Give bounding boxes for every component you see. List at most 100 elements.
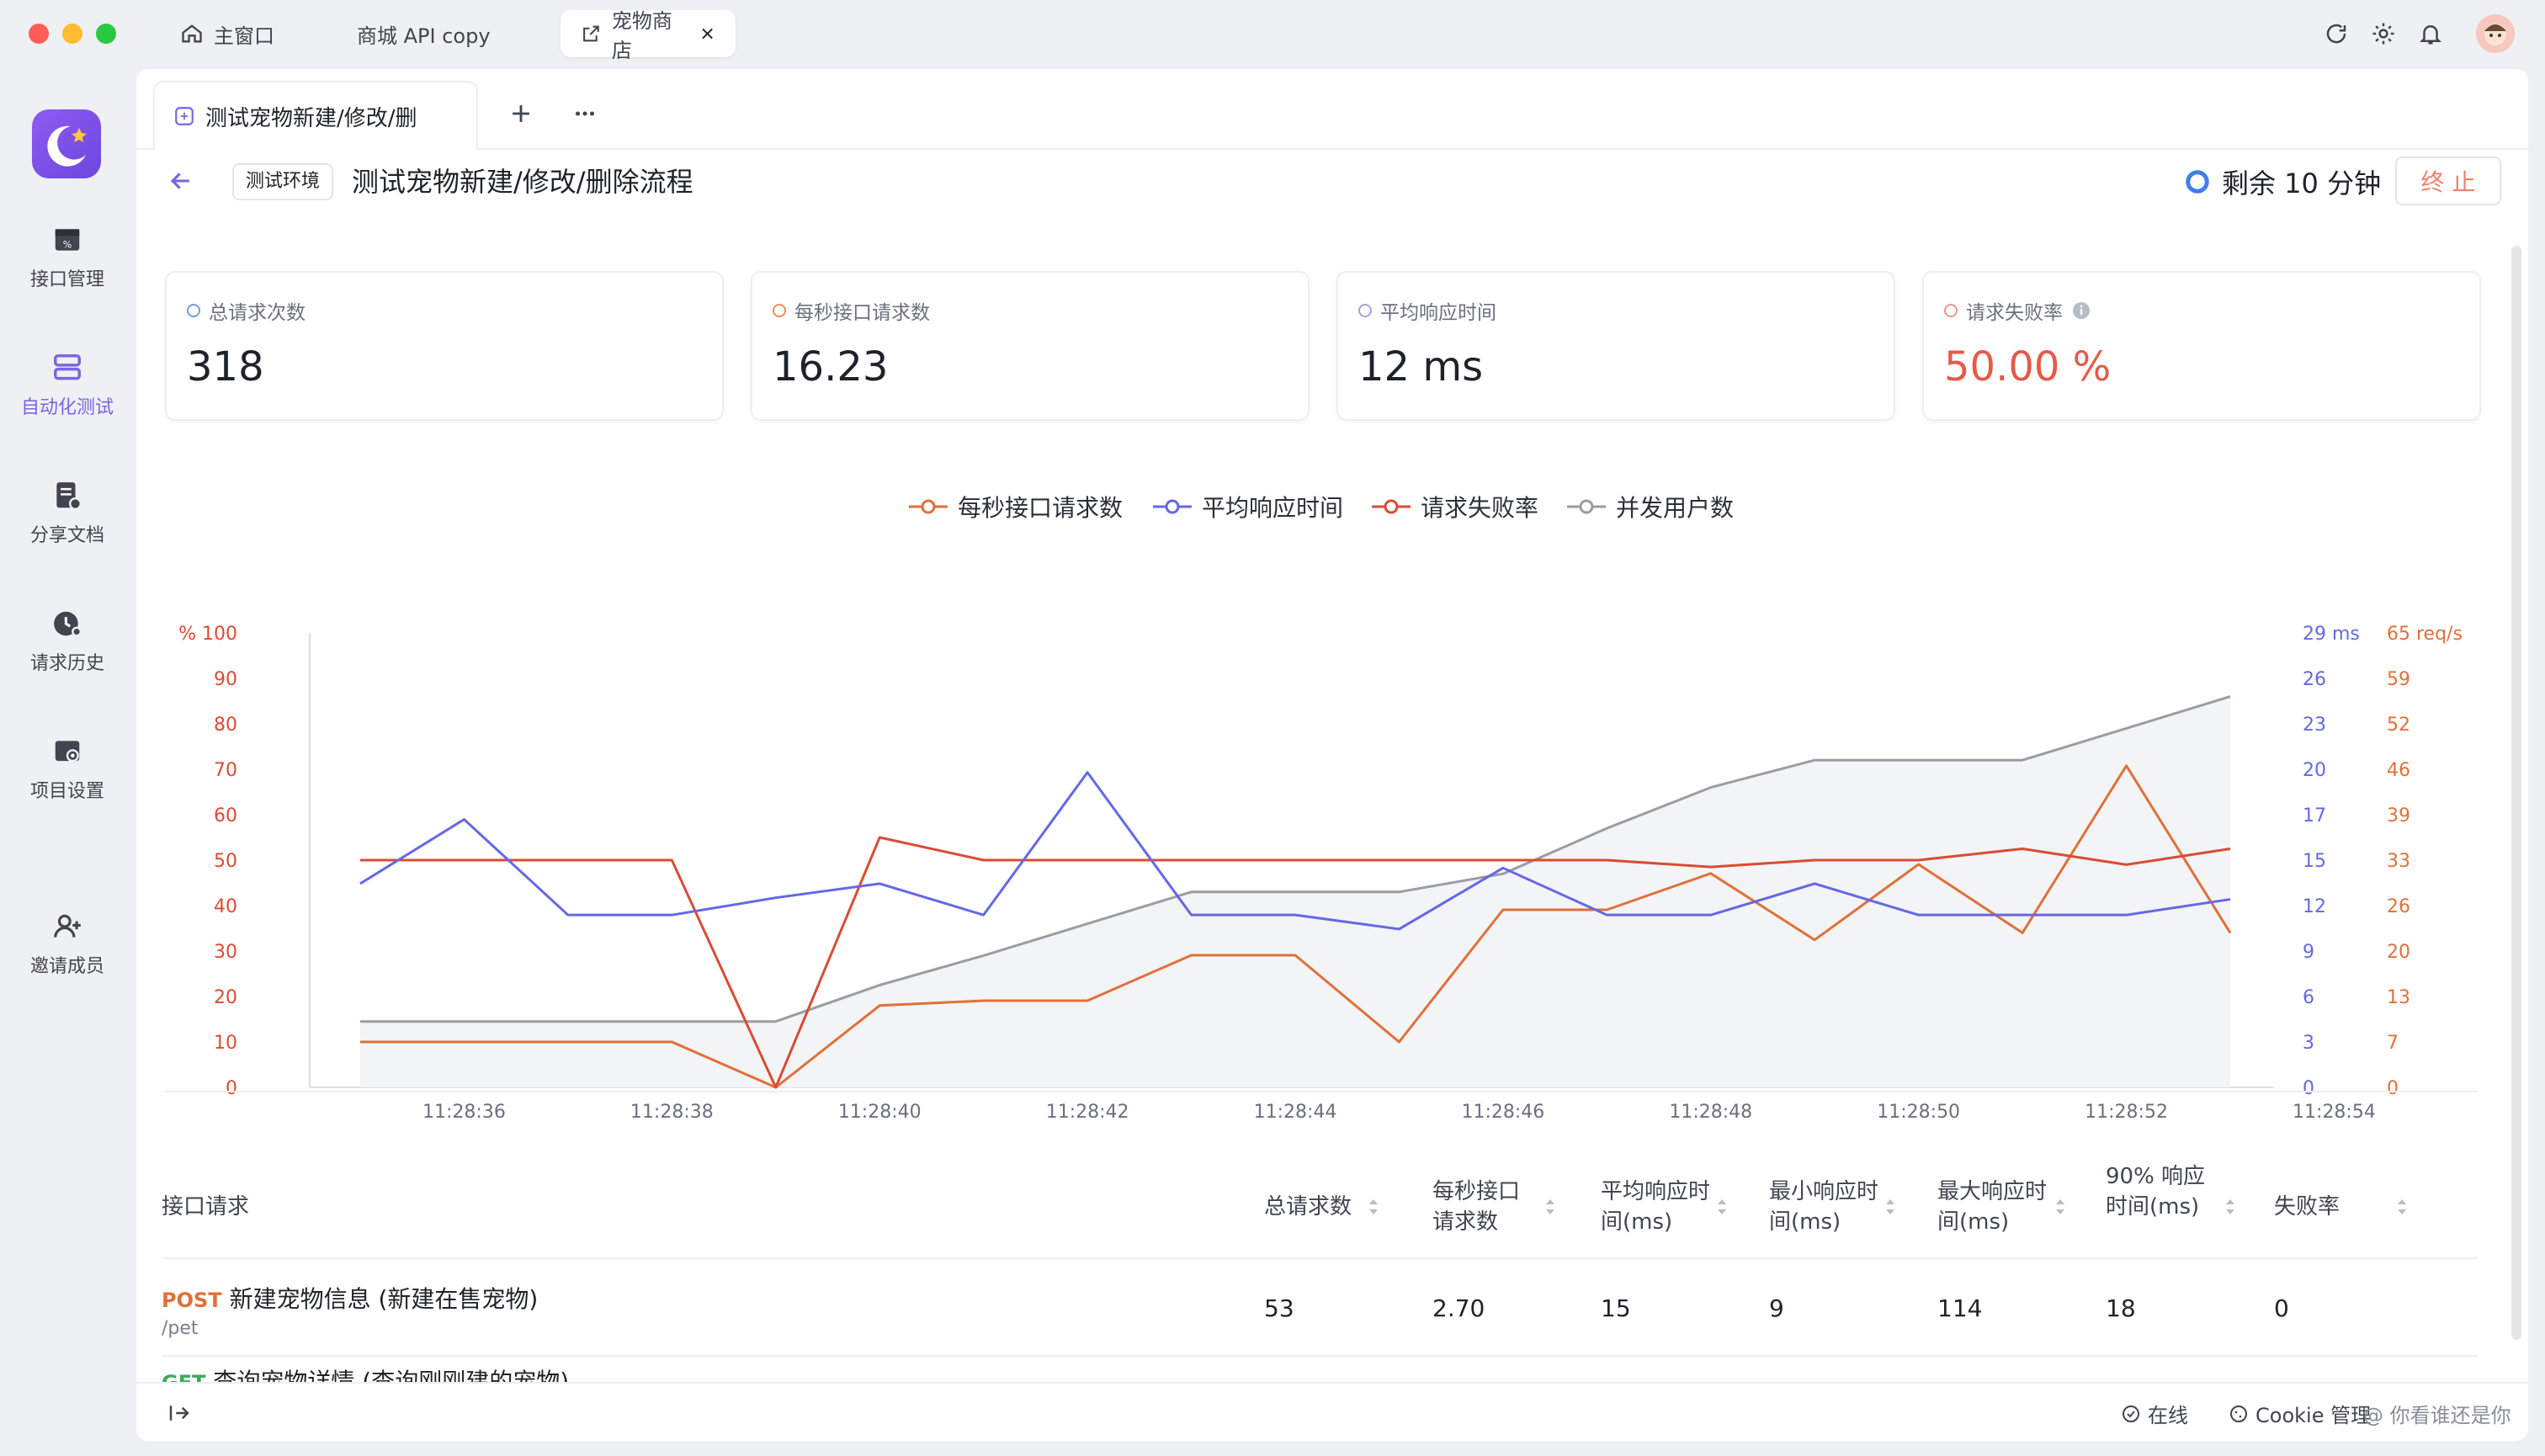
user-avatar[interactable] (2476, 14, 2515, 53)
stat-label: 平均响应时间 (1380, 302, 1496, 324)
series-line-1 (359, 771, 2231, 931)
stacked-layers-icon (54, 354, 81, 380)
cell-avg: 15 (1601, 1294, 1631, 1322)
sidebar-item-share-docs[interactable]: 分享文档 (0, 480, 135, 547)
column-header-max[interactable]: 最大响应时间(ms) (1937, 1179, 2048, 1235)
svg-text:%: % (63, 240, 72, 251)
y-tick-left: 90 (214, 669, 237, 690)
zoom-window-button[interactable] (96, 24, 116, 44)
online-status[interactable]: 在线 (2121, 1399, 2188, 1428)
window-tab-mall-api[interactable]: 商城 API copy (337, 10, 511, 57)
refresh-icon[interactable] (2321, 19, 2351, 49)
window-tab-home[interactable]: 主窗口 (160, 10, 295, 57)
column-header-api: 接口请求 (162, 1194, 250, 1220)
more-options-icon[interactable] (571, 99, 599, 128)
sidebar-item-invite-members[interactable]: 邀请成员 (0, 911, 135, 978)
x-tick: 11:28:36 (422, 1102, 506, 1123)
y-tick-right-ms: 23 (2303, 715, 2326, 736)
y-tick-right-req: 20 (2387, 942, 2410, 963)
column-header-avg[interactable]: 平均响应时间(ms) (1601, 1179, 1711, 1235)
legend-item-concurrent-users[interactable]: 并发用户数 (1567, 490, 1734, 523)
column-header-total[interactable]: 总请求数 (1264, 1194, 1352, 1220)
column-header-p90[interactable]: 90% 响应时间(ms) (2106, 1164, 2206, 1220)
legend-item-failure-rate[interactable]: 请求失败率 (1372, 490, 1538, 523)
stat-card-total-requests: 总请求次数 318 (165, 271, 724, 421)
y-tick-left: 30 (214, 942, 237, 963)
y-tick-right-ms: 0 (2303, 1078, 2314, 1099)
notification-bell-icon[interactable] (2415, 19, 2446, 49)
minimize-window-button[interactable] (62, 24, 82, 44)
home-icon (182, 24, 202, 43)
environment-badge[interactable]: 测试环境 (232, 163, 334, 200)
sort-caret-icon[interactable] (1884, 1195, 1897, 1219)
cookie-icon (2230, 1405, 2247, 1422)
info-icon[interactable] (2071, 300, 2091, 321)
add-tab-icon[interactable] (507, 99, 535, 128)
remaining-time-text: 剩余 10 分钟 (2222, 167, 2382, 199)
remaining-time: 剩余 10 分钟 (2185, 162, 2381, 202)
stat-card-failure-rate: 请求失败率 50.00 % (1922, 271, 2481, 421)
api-name-cell: POST 新建宠物信息 (新建在售宠物) (162, 1281, 538, 1315)
stat-label: 请求失败率 (1966, 302, 2063, 324)
x-tick: 11:28:48 (1669, 1102, 1752, 1123)
close-window-button[interactable] (29, 24, 49, 44)
sidebar-item-automation-test[interactable]: 自动化测试 (0, 352, 135, 419)
column-header-failure[interactable]: 失败率 (2274, 1194, 2340, 1220)
sidebar-item-project-settings[interactable]: 项目设置 (0, 736, 135, 803)
y-tick-right-ms: 12 (2303, 896, 2326, 917)
y-tick-left: 40 (214, 896, 237, 917)
y-tick-left: 20 (214, 987, 237, 1008)
stop-button[interactable]: 终 止 (2395, 157, 2501, 205)
app-logo (32, 109, 101, 178)
y-tick-right-req: 7 (2387, 1033, 2399, 1054)
table-row[interactable]: POST 新建宠物信息 (新建在售宠物) /pet 53 2.70 15 9 1… (162, 1261, 2478, 1357)
sort-caret-icon[interactable] (1543, 1195, 1557, 1219)
legend-item-avg-response[interactable]: 平均响应时间 (1153, 490, 1343, 523)
legend-label: 平均响应时间 (1202, 494, 1344, 522)
sidebar-item-label: 自动化测试 (20, 397, 114, 418)
column-header-rps[interactable]: 每秒接口请求数 (1432, 1179, 1521, 1235)
y-tick-right-req: 39 (2387, 805, 2410, 826)
sidebar-item-label: 邀请成员 (29, 956, 104, 977)
cookie-manager[interactable]: Cookie 管理 (2229, 1399, 2371, 1428)
legend-line-marker (1153, 499, 1192, 514)
moon-star-logo-icon (47, 125, 87, 167)
sort-caret-icon[interactable] (2054, 1195, 2067, 1219)
collapse-sidebar-icon[interactable] (167, 1400, 192, 1426)
sidebar-item-api-management[interactable]: % 接口管理 (0, 224, 135, 291)
y-tick-left: % 100 (178, 624, 237, 645)
sort-caret-icon[interactable] (2224, 1195, 2237, 1219)
stat-value: 16.23 (773, 343, 889, 391)
sidebar: % 接口管理 自动化测试 分享文档 请求历史 项目设置 邀请成员 (0, 69, 135, 1456)
legend-line-marker (1372, 499, 1411, 514)
sort-caret-icon[interactable] (1367, 1195, 1380, 1219)
legend-label: 每秒接口请求数 (958, 494, 1124, 522)
y-tick-right-req: 65 req/s (2387, 624, 2463, 645)
cell-p90: 18 (2106, 1294, 2136, 1322)
y-tick-right-ms: 20 (2303, 760, 2326, 781)
check-circle-icon (2123, 1405, 2139, 1422)
project-settings-icon (55, 741, 80, 763)
sidebar-item-label: 分享文档 (29, 525, 104, 546)
legend-label: 并发用户数 (1616, 494, 1735, 522)
status-dot (187, 304, 200, 317)
cell-failure: 0 (2274, 1294, 2289, 1322)
api-path: /pet (162, 1318, 199, 1339)
external-link-icon (583, 25, 599, 42)
sort-caret-icon[interactable] (1715, 1195, 1729, 1219)
doc-tab-test-flow[interactable]: 测试宠物新建/修改/删 (153, 81, 478, 150)
divider (165, 1091, 2478, 1092)
vertical-scrollbar[interactable] (2511, 246, 2521, 1340)
sort-caret-icon[interactable] (2395, 1195, 2409, 1219)
status-dot (1944, 304, 1958, 317)
window-tab-pet-store[interactable]: 宠物商店 (561, 9, 736, 62)
close-tab-icon[interactable] (699, 25, 715, 42)
legend-item-rps[interactable]: 每秒接口请求数 (909, 490, 1123, 523)
sidebar-item-request-history[interactable]: 请求历史 (0, 608, 135, 675)
settings-gear-icon[interactable] (2368, 19, 2399, 49)
column-header-min[interactable]: 最小响应时间(ms) (1769, 1179, 1879, 1235)
y-tick-right-req: 26 (2387, 896, 2410, 917)
back-arrow-icon[interactable] (167, 167, 195, 195)
stat-value: 318 (187, 343, 264, 391)
